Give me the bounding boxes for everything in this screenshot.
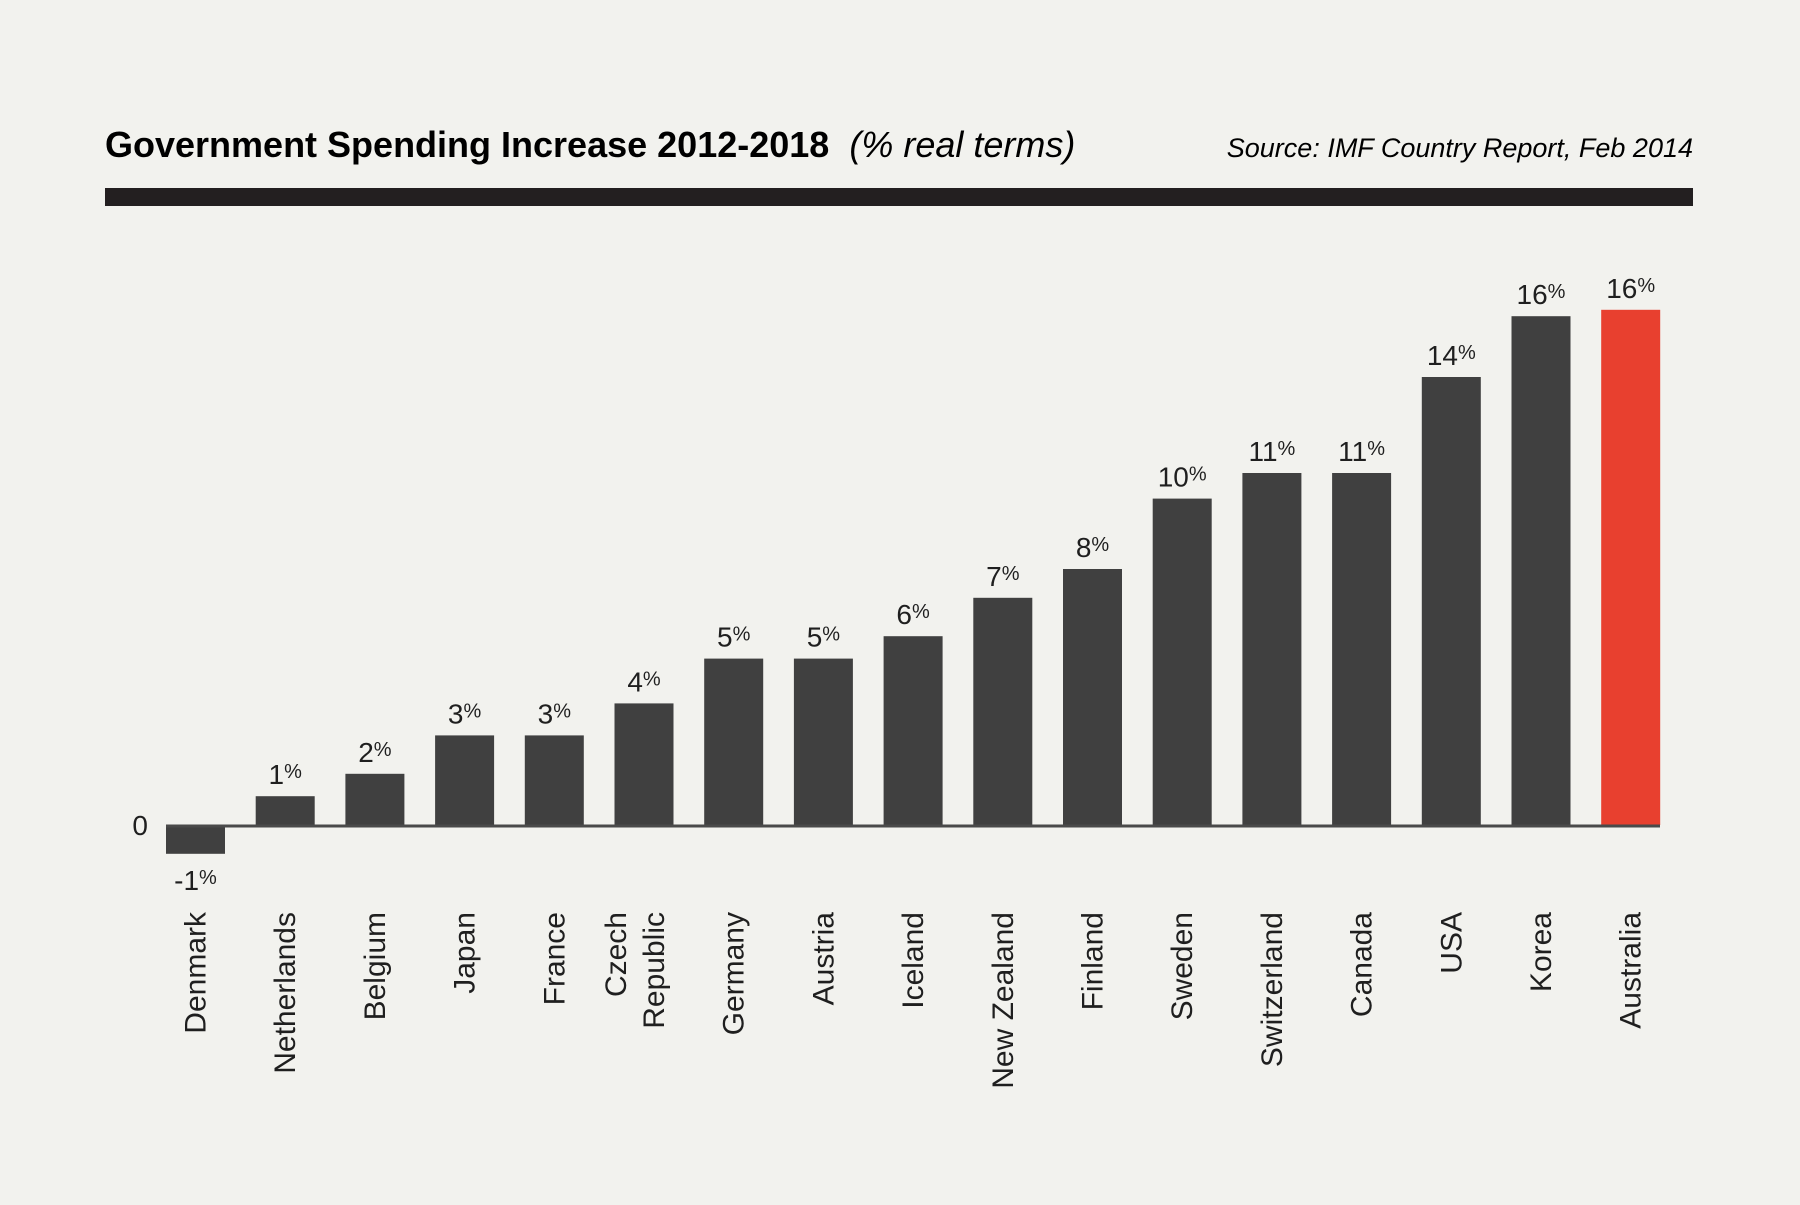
bar-iceland <box>883 636 943 825</box>
category-label-japan: Japan <box>449 912 482 994</box>
data-label-sweden: 10% <box>1158 462 1207 493</box>
bar-finland <box>1063 569 1122 825</box>
data-label-netherlands: 1% <box>269 759 303 790</box>
bar-france <box>524 735 584 825</box>
category-label-korea: Korea <box>1525 912 1558 992</box>
category-label-australia: Australia <box>1615 912 1648 1029</box>
category-label-sweden: Sweden <box>1166 912 1199 1020</box>
category-label-belgium: Belgium <box>359 912 392 1020</box>
chart-title-main: Government Spending Increase 2012-2018 <box>105 124 829 165</box>
data-label-iceland: 6% <box>896 599 930 630</box>
chart-title-unit: (% real terms) <box>849 124 1075 165</box>
data-label-canada: 11% <box>1338 436 1385 467</box>
bar-japan <box>435 735 495 825</box>
category-label-new-zealand: New Zealand <box>987 912 1020 1089</box>
category-label-usa: USA <box>1435 912 1468 974</box>
category-label-denmark: Denmark <box>180 911 213 1034</box>
data-label-korea: 16% <box>1517 279 1566 310</box>
zero-tick-label: 0 <box>132 810 148 841</box>
category-label-czech-republic-line-2: Republic <box>638 912 671 1029</box>
bar-australia <box>1601 309 1661 825</box>
bar-netherlands <box>255 796 315 825</box>
bar-sweden <box>1152 498 1212 825</box>
category-label-finland: Finland <box>1077 912 1110 1010</box>
data-label-czech-republic: 4% <box>627 666 661 697</box>
bar-new-zealand <box>973 597 1033 825</box>
category-label-iceland: Iceland <box>897 912 930 1009</box>
bar-czech-republic <box>614 703 674 825</box>
data-label-belgium: 2% <box>358 737 392 768</box>
category-label-czech-republic-line-1: Czech <box>600 912 633 997</box>
data-label-denmark: -1% <box>174 865 217 896</box>
data-label-finland: 8% <box>1076 532 1110 563</box>
category-label-germany: Germany <box>718 912 751 1035</box>
data-label-new-zealand: 7% <box>986 561 1020 592</box>
chart-title: Government Spending Increase 2012-2018 (… <box>105 124 1075 165</box>
data-label-australia: 16% <box>1606 273 1655 304</box>
bar-korea <box>1511 316 1571 825</box>
category-label-france: France <box>538 912 571 1005</box>
data-label-usa: 14% <box>1427 340 1476 371</box>
bar-canada <box>1332 473 1392 825</box>
bar-switzerland <box>1242 473 1302 825</box>
category-label-switzerland: Switzerland <box>1256 912 1289 1067</box>
bar-denmark <box>166 825 225 854</box>
header-rule <box>105 188 1693 206</box>
data-label-austria: 5% <box>807 622 841 653</box>
category-label-canada: Canada <box>1346 912 1379 1017</box>
data-label-japan: 3% <box>448 698 482 729</box>
bar-germany <box>704 658 764 825</box>
bars-layer <box>166 309 1661 854</box>
bar-belgium <box>345 773 405 825</box>
data-label-switzerland: 11% <box>1248 436 1295 467</box>
bar-austria <box>793 658 853 825</box>
data-label-germany: 5% <box>717 622 751 653</box>
bar-usa <box>1421 377 1481 825</box>
category-labels-layer: Denmark Netherlands Belgium Japan France Czec… <box>180 911 1648 1089</box>
chart-source: Source: IMF Country Report, Feb 2014 <box>1227 133 1693 163</box>
category-label-austria: Austria <box>807 912 840 1006</box>
data-labels-layer: -1% 1% 2% 3% 3% 4% 5% 5% 6% 7% 8% 10% 11% 11% 14% 16% 16… <box>174 273 1655 896</box>
category-label-netherlands: Netherlands <box>269 912 302 1074</box>
data-label-france: 3% <box>538 698 572 729</box>
